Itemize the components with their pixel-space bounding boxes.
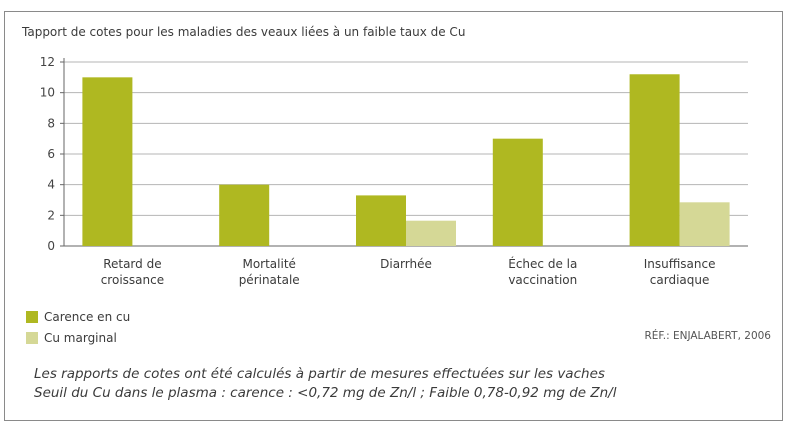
chart-frame: [4, 11, 783, 421]
legend-item-carence: Carence en cu: [26, 310, 130, 324]
x-category-label: vaccination: [508, 273, 577, 287]
footnote-line-2: Seuil du Cu dans le plasma : carence : <…: [34, 385, 617, 401]
y-tick-label: 6: [47, 147, 55, 161]
bar-carence-2: [356, 195, 406, 246]
y-tick-label: 4: [47, 178, 55, 192]
bar-carence-0: [82, 77, 133, 246]
x-category-label: Diarrhée: [380, 257, 432, 271]
legend-swatch-carence: [26, 311, 38, 323]
chart-title: Tapport de cotes pour les maladies des v…: [22, 25, 466, 39]
y-tick-label: 0: [47, 239, 55, 253]
y-tick-label: 12: [40, 55, 55, 69]
x-category-label: Mortalité: [242, 257, 295, 271]
legend-swatch-marginal: [26, 332, 38, 344]
bar-carence-4: [629, 74, 680, 247]
legend-label-marginal: Cu marginal: [44, 331, 117, 345]
bar-carence-1: [219, 184, 270, 246]
x-category-label: Insuffisance: [644, 257, 716, 271]
x-category-label: Retard de: [103, 257, 161, 271]
x-category-label: périnatale: [239, 273, 300, 287]
bar-marginal-2: [406, 220, 456, 246]
footnote-line-1: Les rapports de cotes ont été calculés à…: [34, 366, 605, 382]
bar-marginal-4: [679, 202, 730, 246]
y-tick-label: 10: [40, 86, 55, 100]
reference-text: RÉF.: ENJALABERT, 2006: [644, 330, 771, 342]
bar-carence-3: [492, 138, 543, 246]
x-category-label: croissance: [101, 273, 164, 287]
legend-label-carence: Carence en cu: [44, 310, 131, 324]
x-category-label: Échec de la: [508, 256, 577, 271]
y-tick-label: 2: [47, 208, 55, 222]
x-category-label: cardiaque: [650, 273, 710, 287]
legend-item-marginal: Cu marginal: [26, 331, 117, 345]
y-tick-label: 8: [47, 116, 55, 130]
